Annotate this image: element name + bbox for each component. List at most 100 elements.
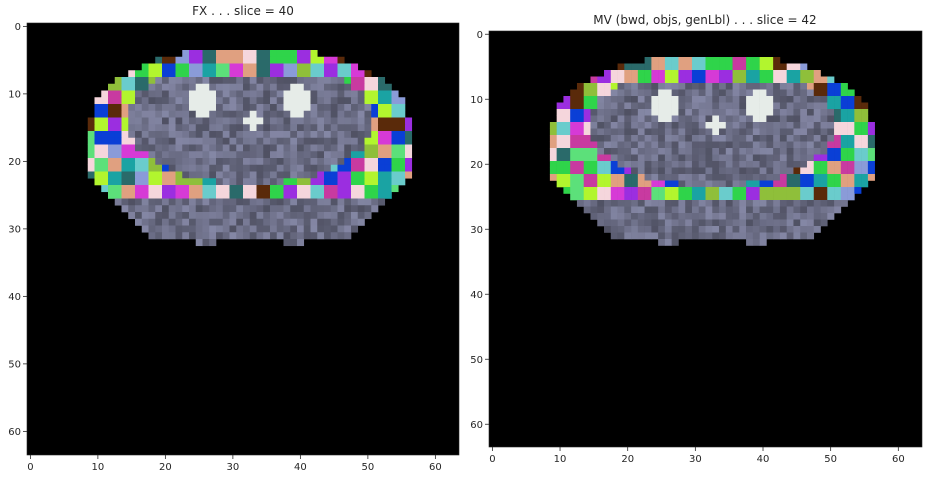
image-pixel <box>597 206 605 214</box>
image-pixel <box>303 185 311 193</box>
image-pixel <box>283 185 291 193</box>
image-pixel <box>658 206 666 214</box>
image-pixel <box>671 122 679 129</box>
image-pixel <box>631 70 639 77</box>
image-pixel <box>101 97 109 105</box>
image-pixel <box>155 56 163 64</box>
image-pixel <box>671 128 679 136</box>
image-pixel <box>793 180 801 188</box>
image-pixel <box>229 117 237 125</box>
image-pixel <box>405 124 413 132</box>
image-pixel <box>610 200 618 207</box>
image-pixel <box>834 180 842 188</box>
image-pixel <box>94 104 102 112</box>
image-pixel <box>583 109 591 116</box>
image-pixel <box>624 63 632 71</box>
image-pixel <box>378 151 386 159</box>
image-pixel <box>610 161 618 168</box>
image-pixel <box>195 191 203 199</box>
image-pixel <box>671 115 679 123</box>
image-pixel <box>752 154 760 162</box>
image-pixel <box>631 154 639 162</box>
image-pixel <box>651 193 659 201</box>
image-pixel <box>732 154 740 162</box>
image-pixel <box>678 76 686 84</box>
image-pixel <box>664 200 672 207</box>
image-pixel <box>384 171 392 179</box>
image-pixel <box>114 171 122 179</box>
image-pixel <box>202 56 210 64</box>
image-pixel <box>243 77 251 85</box>
image-pixel <box>270 205 278 213</box>
image-pixel <box>624 89 632 97</box>
image-pixel <box>270 178 278 186</box>
image-pixel <box>371 131 379 139</box>
image-pixel <box>732 206 740 214</box>
image-pixel <box>678 167 686 175</box>
image-pixel <box>222 164 230 172</box>
image-pixel <box>276 158 284 166</box>
image-pixel <box>766 206 774 214</box>
image-pixel <box>664 226 672 233</box>
image-pixel <box>570 161 578 168</box>
image-pixel <box>779 206 787 214</box>
image-pixel <box>793 83 801 90</box>
image-pixel <box>290 137 298 145</box>
image-pixel <box>371 198 379 206</box>
image-pixel <box>229 198 237 206</box>
image-pixel <box>624 122 632 129</box>
image-pixel <box>303 232 311 240</box>
image-pixel <box>779 76 787 84</box>
image-pixel <box>337 83 345 91</box>
image-pixel <box>604 102 612 110</box>
image-pixel <box>786 148 794 155</box>
image-pixel <box>746 161 754 168</box>
image-pixel <box>847 161 855 168</box>
image-pixel <box>324 171 332 179</box>
image-pixel <box>563 161 571 168</box>
image-pixel <box>576 161 585 168</box>
image-pixel <box>405 137 413 145</box>
image-pixel <box>732 128 740 136</box>
image-pixel <box>604 141 612 149</box>
image-pixel <box>303 151 311 159</box>
image-pixel <box>854 174 862 181</box>
image-pixel <box>317 90 325 98</box>
image-pixel <box>806 128 815 136</box>
image-pixel <box>121 151 129 159</box>
image-pixel <box>182 97 190 105</box>
image-pixel <box>556 115 564 123</box>
image-pixel <box>712 213 720 220</box>
image-pixel <box>310 185 318 193</box>
image-pixel <box>155 144 163 152</box>
image-pixel <box>617 141 625 149</box>
image-pixel <box>637 174 645 181</box>
image-pixel <box>678 180 686 188</box>
image-pixel <box>317 232 325 240</box>
image-pixel <box>739 180 747 188</box>
image-pixel <box>108 137 116 145</box>
image-pixel <box>847 148 855 155</box>
image-pixel <box>712 154 720 162</box>
image-pixel <box>344 104 352 112</box>
image-pixel <box>658 187 666 194</box>
image-pixel <box>249 90 257 98</box>
y-tick-label: 60 <box>8 427 21 438</box>
image-pixel <box>793 109 801 116</box>
image-pixel <box>658 57 666 64</box>
image-pixel <box>256 178 264 186</box>
image-pixel <box>128 198 136 206</box>
image-pixel <box>854 180 862 188</box>
image-pixel <box>317 124 325 132</box>
image-pixel <box>87 164 95 172</box>
image-pixel <box>644 63 652 71</box>
image-pixel <box>556 102 564 110</box>
image-pixel <box>766 83 774 90</box>
image-pixel <box>141 110 149 118</box>
image-pixel <box>310 50 318 58</box>
image-pixel <box>249 83 257 91</box>
image-pixel <box>644 109 652 116</box>
image-pixel <box>168 83 176 91</box>
image-pixel <box>840 180 848 188</box>
image-pixel <box>297 205 305 213</box>
